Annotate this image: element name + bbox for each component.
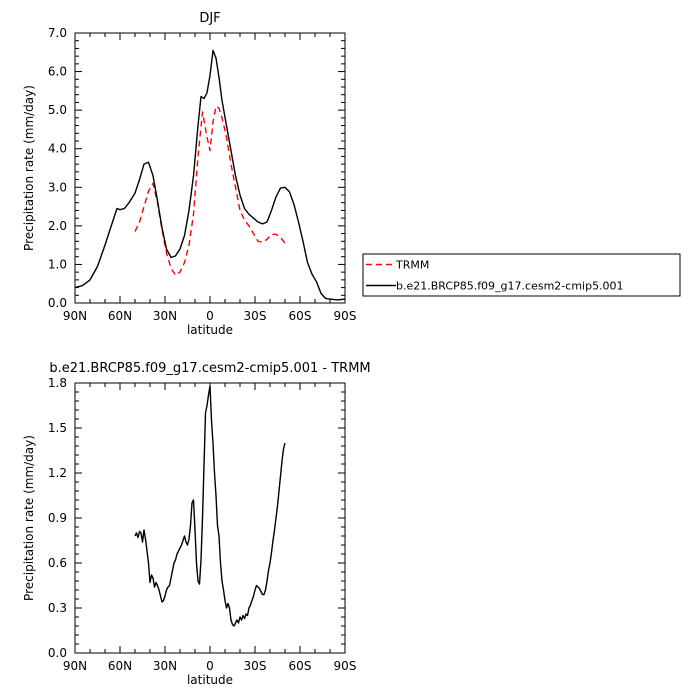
x-tick-label: 60N [108,659,132,673]
y-tick-label: 2.0 [48,219,67,233]
x-tick-label: 30N [153,659,177,673]
x-tick-label: 0 [206,659,214,673]
y-tick-label: 0.6 [48,556,67,570]
difference-series-line [134,385,286,627]
legend-label: b.e21.BRCP85.f09_g17.cesm2-cmip5.001 [396,280,624,293]
y-tick-label: 1.0 [48,257,67,271]
y-tick-label: 0.0 [48,646,67,660]
y-axis-label: Precipitation rate (mm/day) [22,85,36,251]
chart-panel-1: DJF 90N 60N 30N 0 30S 60S 90S 0.0 1.0 2.0 3.0 4.0 5.0… [22,11,681,337]
x-tick-label: 60N [108,309,132,323]
series-line-b-e21-brcp85-f09-g17-cesm2-cmip5-001 [74,49,346,301]
y-tick-label: 1.8 [48,376,67,390]
x-tick-label: 60S [289,309,312,323]
x-tick-label: 0 [206,309,214,323]
legend: TRMM b.e21.BRCP85.f09_g17.cesm2-cmip5.001 [362,253,681,297]
legend-box [362,253,681,297]
y-tick-label: 0.0 [48,296,67,310]
x-tick-label: 30S [244,659,267,673]
x-tick-label: 30N [153,309,177,323]
x-axis-label: latitude [187,323,233,337]
chart-title: b.e21.BRCP85.f09_g17.cesm2-cmip5.001 - T… [49,361,370,376]
x-tick-label: 30S [244,309,267,323]
chart-panel-2: b.e21.BRCP85.f09_g17.cesm2-cmip5.001 - T… [22,361,371,687]
x-tick-label: 90N [63,659,87,673]
x-tick-label: 90S [334,659,357,673]
y-tick-label: 3.0 [48,180,67,194]
x-tick-label: 90S [334,309,357,323]
y-axis-label: Precipitation rate (mm/day) [22,435,36,601]
series-line-trmm [134,105,286,276]
y-tick-label: 0.3 [48,601,67,615]
plot-frame [74,382,346,654]
chart-title: DJF [199,11,220,26]
y-tick-label: 4.0 [48,142,67,156]
y-tick-label: 0.9 [48,511,67,525]
x-axis-label: latitude [187,673,233,687]
y-tick-label: 1.2 [48,466,67,480]
y-tick-label: 1.5 [48,421,67,435]
y-tick-label: 6.0 [48,65,67,79]
y-tick-label: 5.0 [48,103,67,117]
legend-label: TRMM [395,259,429,272]
x-tick-label: 90N [63,309,87,323]
y-tick-label: 7.0 [48,26,67,40]
x-tick-label: 60S [289,659,312,673]
